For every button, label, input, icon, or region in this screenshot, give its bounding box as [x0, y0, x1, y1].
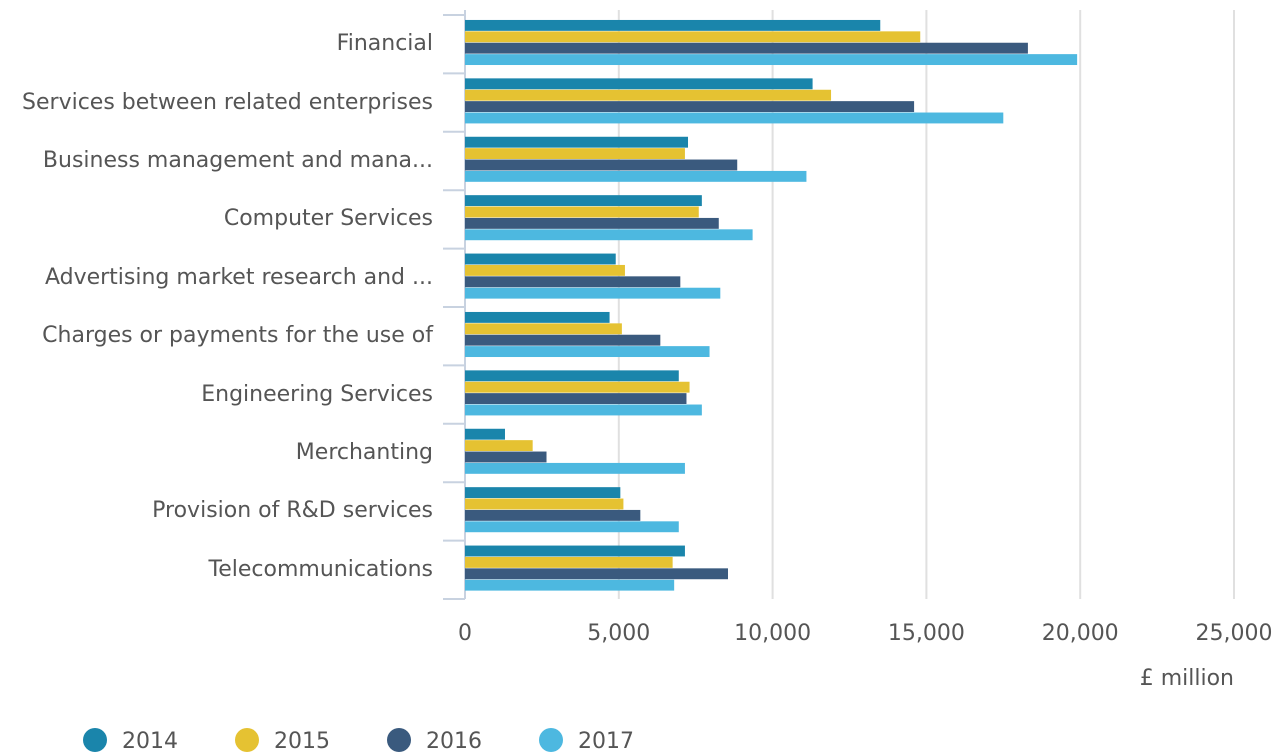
bar [465, 509, 641, 521]
y-tick-text: Merchanting [295, 439, 433, 465]
bar [465, 89, 832, 101]
bar [465, 148, 685, 160]
bar [465, 579, 675, 591]
bar [465, 253, 616, 265]
legend-label: 2017 [578, 729, 634, 754]
legend-marker [387, 728, 411, 752]
x-tick-label: 25,000 [1196, 621, 1273, 646]
bar [465, 545, 685, 557]
bar [465, 521, 679, 533]
bar [465, 568, 728, 580]
bar [465, 195, 702, 207]
bar [465, 264, 625, 276]
bar [465, 440, 533, 452]
y-tick-text: Services between related enterprises [22, 89, 433, 115]
bar [465, 31, 921, 43]
bar [465, 404, 702, 416]
bar [465, 19, 881, 31]
legend-label: 2016 [426, 729, 482, 754]
x-tick-label: 20,000 [1042, 621, 1119, 646]
bar [465, 556, 673, 568]
y-tick-text: Financial [336, 31, 433, 57]
bar [465, 170, 807, 182]
x-tick-label: 0 [458, 621, 472, 646]
y-tick-text: Computer Services [223, 206, 433, 232]
y-tick-label: Telecommunications [10, 541, 433, 599]
x-tick-label: 10,000 [734, 621, 811, 646]
bar [465, 311, 610, 323]
bar [465, 462, 685, 474]
y-tick-label: Computer Services [10, 190, 433, 248]
y-tick-label: Business management and mana... [10, 132, 433, 190]
bar [465, 112, 1004, 124]
bar [465, 323, 622, 335]
bar [465, 276, 681, 288]
bar [465, 206, 699, 218]
bar [465, 217, 719, 229]
legend-label: 2014 [122, 729, 178, 754]
y-tick-label: Charges or payments for the use of [10, 307, 433, 365]
legend-marker [235, 728, 259, 752]
legend-marker [83, 728, 107, 752]
y-tick-text: Telecommunications [208, 556, 433, 582]
bar [465, 287, 721, 299]
bar [465, 136, 689, 148]
y-tick-label: Provision of R&D services [10, 482, 433, 540]
y-tick-text: Charges or payments for the use of [42, 323, 433, 349]
bar [465, 229, 753, 241]
bar [465, 451, 547, 463]
x-tick-label: 5,000 [587, 621, 650, 646]
y-tick-label: Services between related enterprises [10, 73, 433, 131]
bar [465, 346, 710, 358]
bar [465, 381, 690, 393]
x-tick-label: 15,000 [888, 621, 965, 646]
x-axis-label: £ million [1140, 666, 1234, 691]
y-tick-label: Engineering Services [10, 365, 433, 423]
y-tick-label: Financial [10, 15, 433, 73]
y-tick-text: Engineering Services [201, 381, 433, 407]
legend-label: 2015 [274, 729, 330, 754]
legend-marker [539, 728, 563, 752]
y-tick-text: Provision of R&D services [152, 498, 433, 524]
bar [465, 101, 915, 113]
bar [465, 159, 738, 171]
bar [465, 334, 661, 346]
y-tick-label: Merchanting [10, 424, 433, 482]
bar [465, 42, 1028, 54]
bar [465, 487, 621, 499]
y-tick-label: Advertising market research and ... [10, 249, 433, 307]
bar [465, 498, 624, 510]
bar [465, 78, 813, 90]
bar [465, 393, 687, 405]
bar [465, 54, 1078, 66]
bar [465, 428, 505, 440]
y-tick-text: Business management and mana... [42, 147, 433, 173]
bar [465, 370, 679, 382]
y-tick-text: Advertising market research and ... [44, 264, 433, 290]
